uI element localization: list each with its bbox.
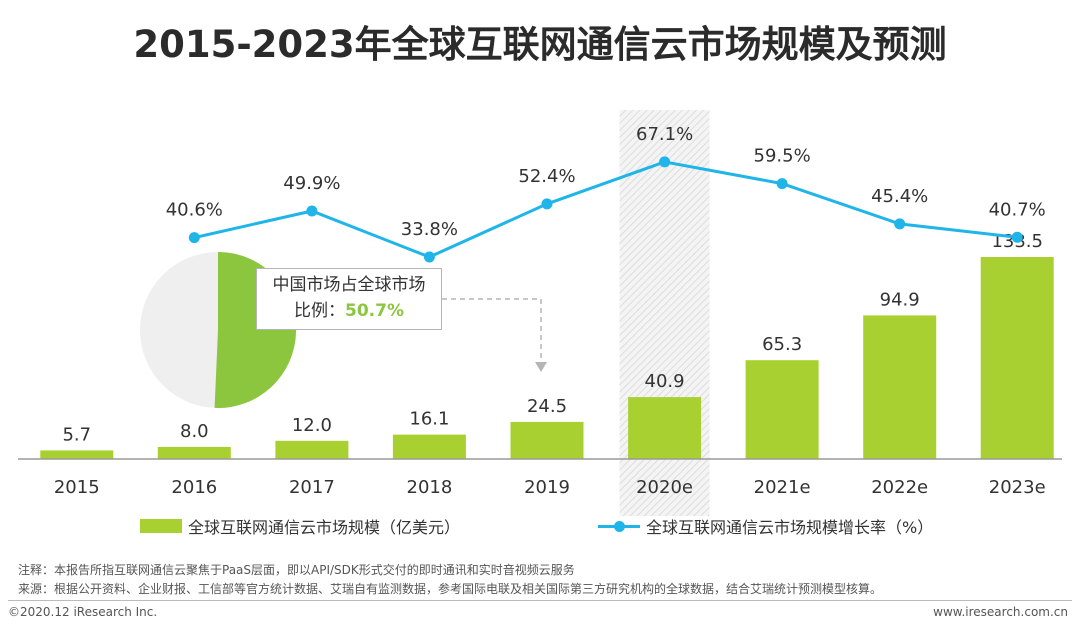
bar-label-2017: 12.0: [292, 415, 332, 436]
bar-label-2015: 5.7: [62, 424, 91, 445]
callout-line2: 比例：50.7%: [257, 298, 441, 324]
callout-value: 50.7%: [345, 301, 404, 321]
growth-point-2023e: [1011, 231, 1023, 243]
callout-prefix: 比例：: [294, 301, 345, 321]
legend-line-item: 全球互联网通信云市场规模增长率（%）: [598, 514, 933, 538]
x-tick-2022e: 2022e: [871, 477, 928, 498]
growth-label-2018: 33.8%: [401, 219, 458, 240]
bar-label-2021e: 65.3: [762, 334, 802, 355]
x-tick-2018: 2018: [407, 477, 453, 498]
growth-point-2016: [188, 232, 200, 244]
legend-line-swatch: [598, 519, 640, 533]
x-tick-2017: 2017: [289, 477, 335, 498]
legend-bar-swatch: [140, 519, 182, 533]
footer-website: www.iresearch.com.cn: [933, 605, 1068, 619]
growth-label-2021e: 59.5%: [754, 146, 811, 167]
x-tick-2019: 2019: [524, 477, 570, 498]
bar-label-2020e: 40.9: [645, 371, 685, 392]
growth-label-2016: 40.6%: [166, 200, 223, 221]
footer-divider: [8, 600, 1072, 601]
bar-label-2018: 16.1: [409, 409, 449, 430]
legend-bar-item: 全球互联网通信云市场规模（亿美元）: [140, 514, 460, 538]
bar-2017: [275, 440, 349, 459]
growth-point-2022e: [894, 218, 906, 230]
bar-label-2022e: 94.9: [880, 289, 920, 310]
legend-bar-label: 全球互联网通信云市场规模（亿美元）: [188, 518, 461, 537]
bar-2023e: [980, 257, 1054, 459]
x-tick-2023e: 2023e: [989, 477, 1046, 498]
growth-point-2018: [423, 251, 435, 263]
growth-point-2020e: [659, 156, 671, 168]
legend-line-label: 全球互联网通信云市场规模增长率（%）: [646, 518, 934, 537]
growth-rate-line: [193, 160, 1018, 259]
callout-arrow: [442, 298, 542, 362]
china-share-callout: 中国市场占全球市场 比例：50.7%: [256, 268, 442, 330]
x-tick-2020e: 2020e: [636, 477, 693, 498]
x-tick-2015: 2015: [54, 477, 100, 498]
footer-copyright: ©2020.12 iResearch Inc.: [8, 605, 158, 619]
growth-point-2017: [306, 205, 318, 217]
bar-label-2019: 24.5: [527, 396, 567, 417]
growth-label-2022e: 45.4%: [871, 186, 928, 207]
bar-2018: [392, 434, 466, 459]
growth-label-2019: 52.4%: [518, 166, 575, 187]
bar-2015: [40, 450, 114, 459]
bar-label-2016: 8.0: [180, 421, 209, 442]
callout-line1: 中国市场占全球市场: [272, 275, 426, 295]
bar-2019: [510, 421, 584, 459]
source-text: 来源：根据公开资料、企业财报、工信部等官方统计数据、艾瑞自有监测数据，参考国际电…: [18, 582, 883, 596]
bar-2016: [157, 446, 231, 459]
growth-label-2017: 49.9%: [283, 173, 340, 194]
growth-point-2021e: [776, 178, 788, 190]
chart-title: 2015-2023年全球互联网通信云市场规模及预测: [133, 23, 947, 66]
growth-point-2019: [541, 198, 553, 210]
x-tick-2021e: 2021e: [754, 477, 811, 498]
bar-2020e: [628, 397, 702, 459]
growth-label-2023e: 40.7%: [989, 199, 1046, 220]
note-text: 注释：本报告所指互联网通信云聚焦于PaaS层面，即以API/SDK形式交付的即时…: [18, 563, 575, 577]
callout-arrowhead: [535, 362, 547, 372]
bar-2022e: [863, 315, 937, 459]
x-tick-2016: 2016: [171, 477, 217, 498]
bar-2021e: [745, 360, 819, 459]
growth-label-2020e: 67.1%: [636, 124, 693, 145]
